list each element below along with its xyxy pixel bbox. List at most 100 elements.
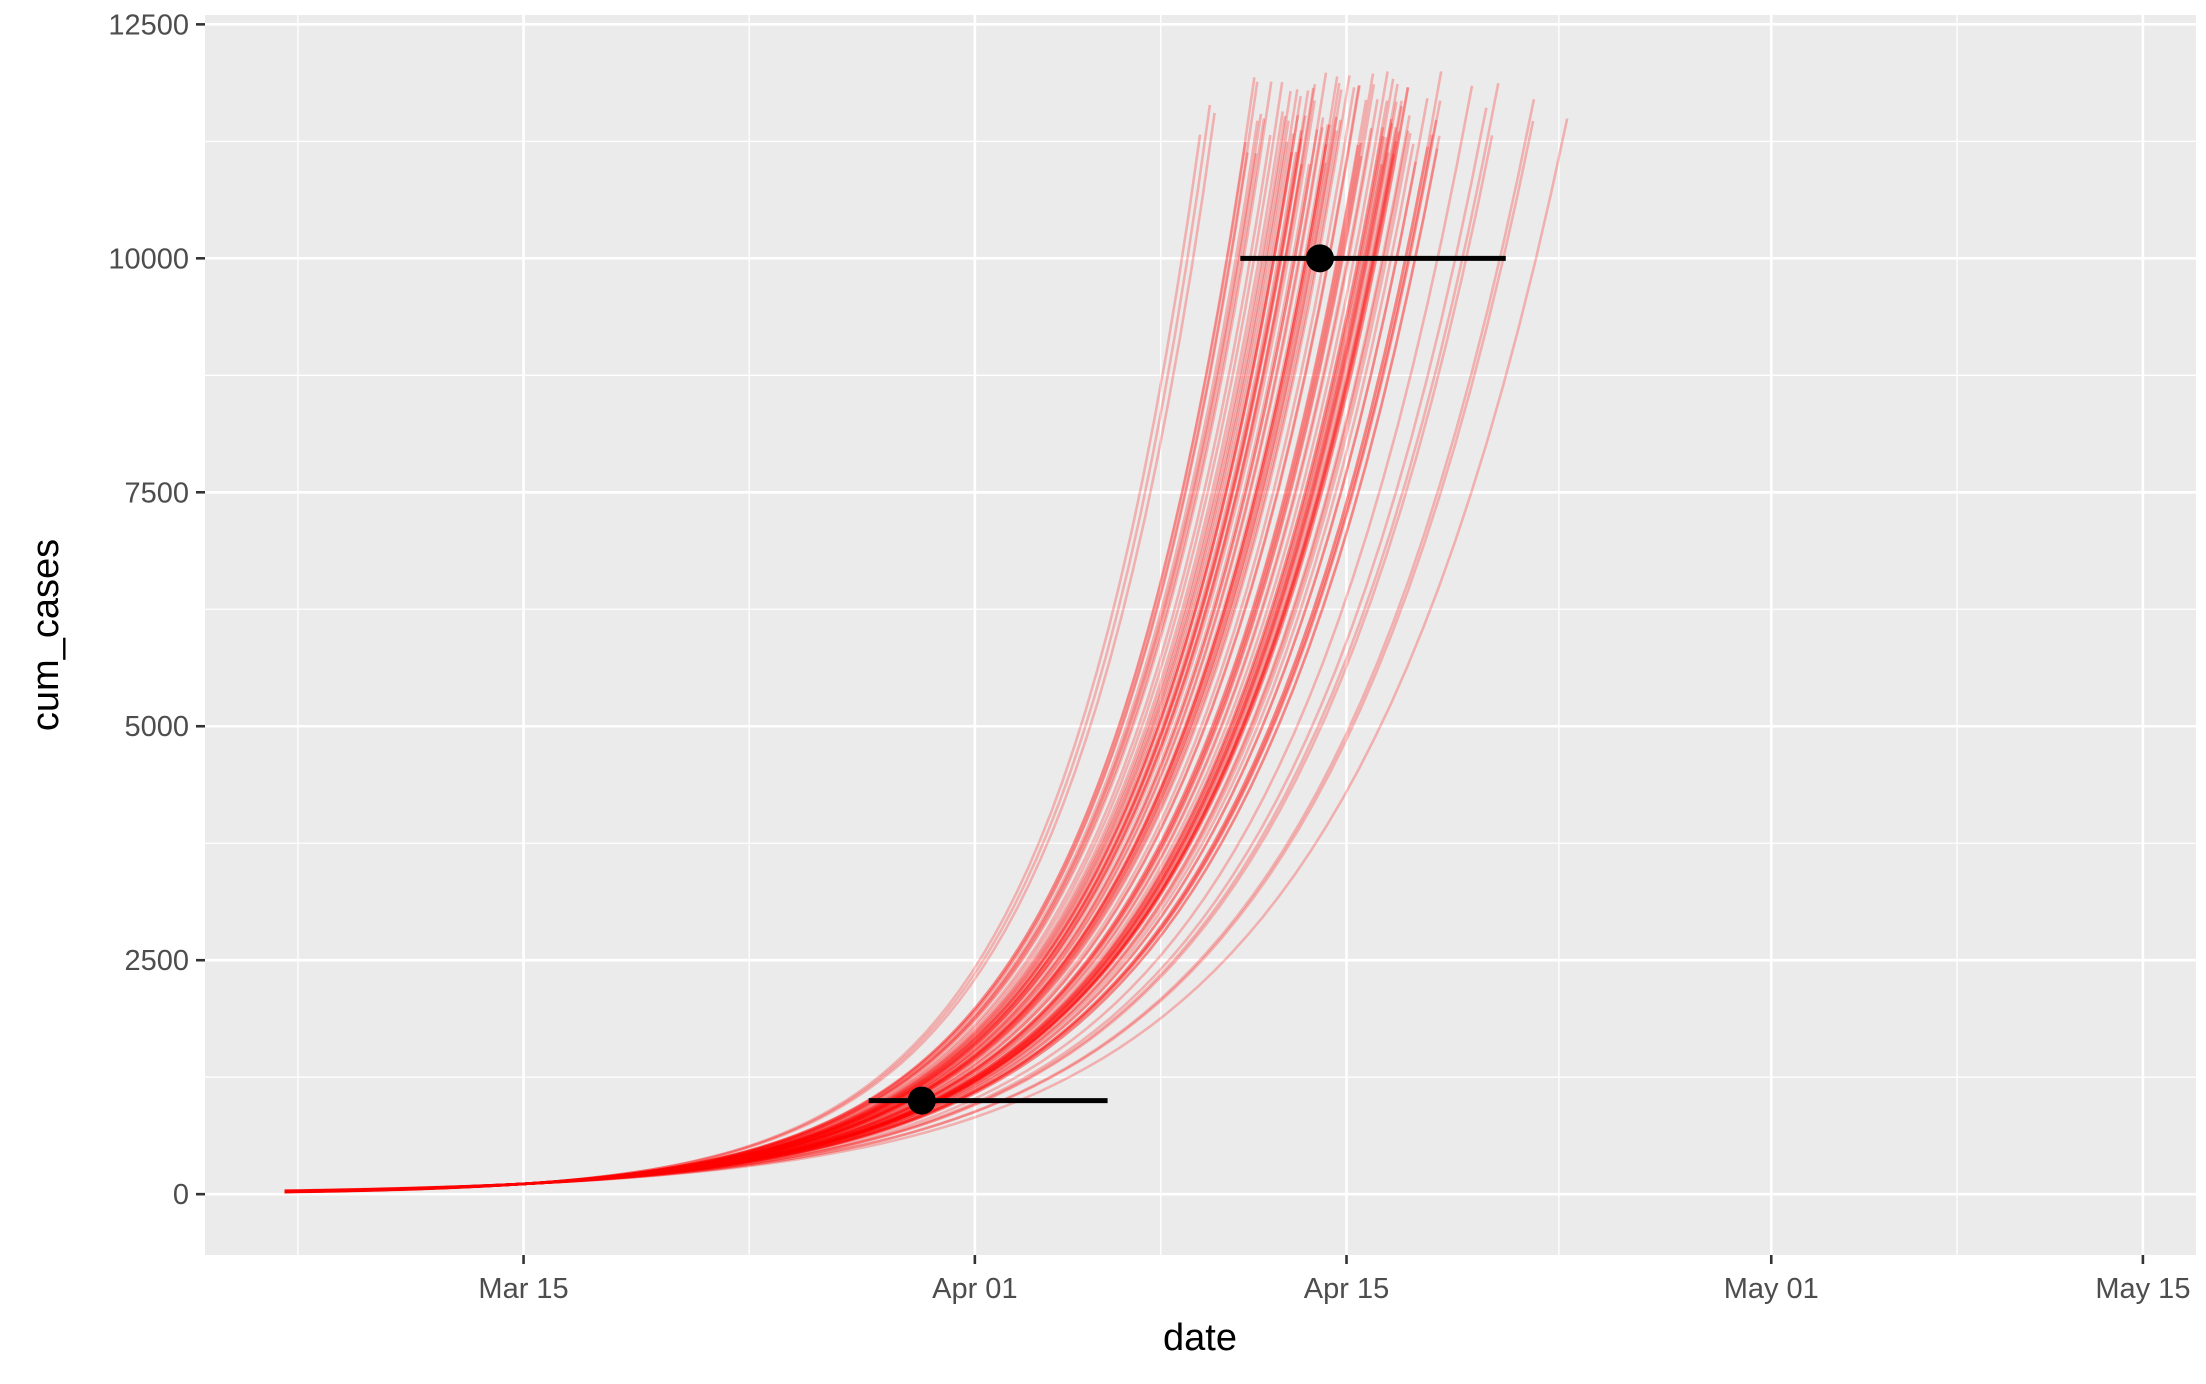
trajectory-line bbox=[284, 115, 1287, 1194]
x-tick-label: Mar 15 bbox=[478, 1273, 568, 1305]
trajectory-line bbox=[284, 71, 1389, 1193]
trajectory-line bbox=[284, 127, 1324, 1193]
trajectory-line bbox=[284, 112, 1216, 1194]
trajectory-line bbox=[284, 120, 1290, 1194]
interval-point bbox=[1305, 244, 1334, 273]
trajectory-line bbox=[284, 95, 1302, 1193]
trajectory-line bbox=[284, 81, 1259, 1194]
trajectory-line bbox=[284, 82, 1341, 1193]
trajectory-line bbox=[284, 83, 1399, 1193]
trajectory-line bbox=[284, 100, 1442, 1193]
trajectory-line bbox=[284, 146, 1429, 1193]
trajectory-line bbox=[284, 90, 1292, 1194]
trajectory-line bbox=[284, 135, 1494, 1193]
trajectory-line bbox=[284, 84, 1376, 1193]
trajectory-lines bbox=[284, 71, 1569, 1194]
trajectory-line bbox=[284, 87, 1315, 1193]
trajectory-line bbox=[284, 81, 1273, 1194]
trajectory-line bbox=[284, 98, 1429, 1193]
plot-panel bbox=[205, 15, 2196, 1255]
trajectory-line bbox=[284, 113, 1263, 1194]
trajectory-line bbox=[284, 98, 1536, 1193]
y-tick-label: 7500 bbox=[124, 477, 189, 509]
trajectory-line bbox=[284, 163, 1311, 1193]
trajectory-line bbox=[284, 73, 1375, 1193]
trajectory-line bbox=[284, 161, 1417, 1193]
y-tick-label: 5000 bbox=[124, 711, 189, 743]
trajectory-line bbox=[284, 129, 1319, 1193]
trajectory-line bbox=[284, 85, 1474, 1193]
trajectory-line bbox=[284, 119, 1342, 1193]
trajectory-line bbox=[284, 99, 1368, 1193]
trajectory-line bbox=[284, 154, 1395, 1193]
trajectory-line bbox=[284, 163, 1303, 1193]
trajectory-line bbox=[284, 105, 1403, 1193]
trajectory-line bbox=[284, 77, 1256, 1194]
trajectory-line bbox=[284, 137, 1387, 1193]
trajectory-line bbox=[284, 130, 1338, 1193]
trajectory-line bbox=[284, 118, 1393, 1193]
y-tick-label: 10000 bbox=[108, 243, 189, 275]
trajectory-line bbox=[284, 127, 1373, 1193]
trajectory-line bbox=[284, 124, 1330, 1193]
trajectory-line bbox=[284, 155, 1363, 1193]
trajectory-line bbox=[284, 100, 1316, 1193]
trajectory-line bbox=[284, 131, 1400, 1193]
trajectory-line bbox=[284, 134, 1434, 1193]
trajectory-line bbox=[284, 82, 1500, 1193]
trajectory-line bbox=[284, 111, 1284, 1194]
trajectory-line bbox=[284, 141, 1289, 1194]
trajectory-line bbox=[284, 132, 1412, 1193]
trajectory-line bbox=[284, 143, 1415, 1193]
trajectory-line bbox=[284, 117, 1325, 1193]
trajectory-line bbox=[284, 135, 1441, 1193]
trajectory-line bbox=[284, 115, 1411, 1193]
trajectory-line bbox=[284, 115, 1307, 1193]
trajectory-line bbox=[284, 130, 1303, 1193]
trajectory-line bbox=[284, 119, 1438, 1193]
y-axis: 0 2500 5000 7500 10000 12500 bbox=[108, 9, 205, 1211]
trajectory-line bbox=[284, 152, 1293, 1193]
trajectory-line bbox=[284, 140, 1398, 1193]
trajectory-line bbox=[284, 104, 1212, 1194]
trajectory-line bbox=[284, 163, 1383, 1193]
trajectory-line bbox=[284, 101, 1398, 1193]
trajectory-line bbox=[284, 135, 1385, 1193]
trajectory-line bbox=[284, 107, 1488, 1193]
trajectory-line bbox=[284, 148, 1439, 1193]
trajectory-line bbox=[284, 118, 1569, 1192]
grid-minor bbox=[205, 15, 2196, 1255]
y-axis-title: cum_cases bbox=[25, 539, 67, 731]
trajectory-line bbox=[284, 85, 1361, 1193]
trajectory-line bbox=[284, 89, 1343, 1193]
trajectory-line bbox=[284, 152, 1249, 1194]
x-tick-label: May 01 bbox=[1724, 1273, 1819, 1305]
trajectory-line bbox=[284, 124, 1331, 1193]
trajectory-line bbox=[284, 138, 1303, 1193]
x-axis-title: date bbox=[1163, 1317, 1237, 1359]
trajectory-line bbox=[284, 89, 1299, 1193]
trajectory-line bbox=[284, 120, 1259, 1194]
trajectory-line bbox=[284, 116, 1338, 1193]
trajectory-line bbox=[284, 144, 1360, 1193]
trajectory-line bbox=[284, 71, 1443, 1193]
trajectory-line bbox=[284, 100, 1403, 1193]
x-axis: Mar 15 Apr 01 Apr 15 May 01 May 15 bbox=[478, 1255, 2190, 1305]
trajectory-line bbox=[284, 115, 1300, 1193]
trajectory-line bbox=[284, 142, 1363, 1193]
x-tick-label: May 15 bbox=[2095, 1273, 2190, 1305]
trajectory-line bbox=[284, 130, 1410, 1193]
trajectory-line bbox=[284, 78, 1395, 1193]
trajectory-line bbox=[284, 81, 1284, 1194]
trajectory-line bbox=[284, 76, 1339, 1193]
trajectory-line bbox=[284, 99, 1379, 1193]
trajectory-line bbox=[284, 134, 1202, 1194]
trajectory-line bbox=[284, 133, 1295, 1193]
x-tick-label: Apr 01 bbox=[932, 1273, 1017, 1305]
trajectory-line bbox=[284, 87, 1410, 1193]
trajectory-line bbox=[284, 87, 1356, 1193]
trajectory-line bbox=[284, 152, 1258, 1194]
trajectory-line bbox=[284, 72, 1328, 1193]
trajectory-line bbox=[284, 144, 1328, 1193]
